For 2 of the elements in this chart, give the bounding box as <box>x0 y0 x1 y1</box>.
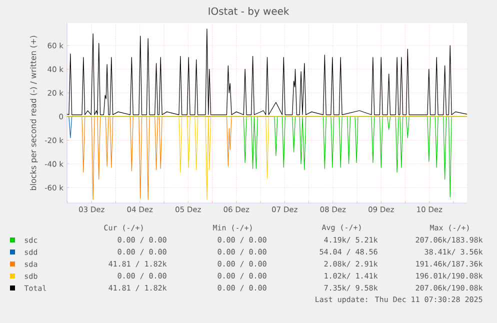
line-series <box>67 28 468 116</box>
chart-title: IOstat - by week <box>208 7 290 17</box>
